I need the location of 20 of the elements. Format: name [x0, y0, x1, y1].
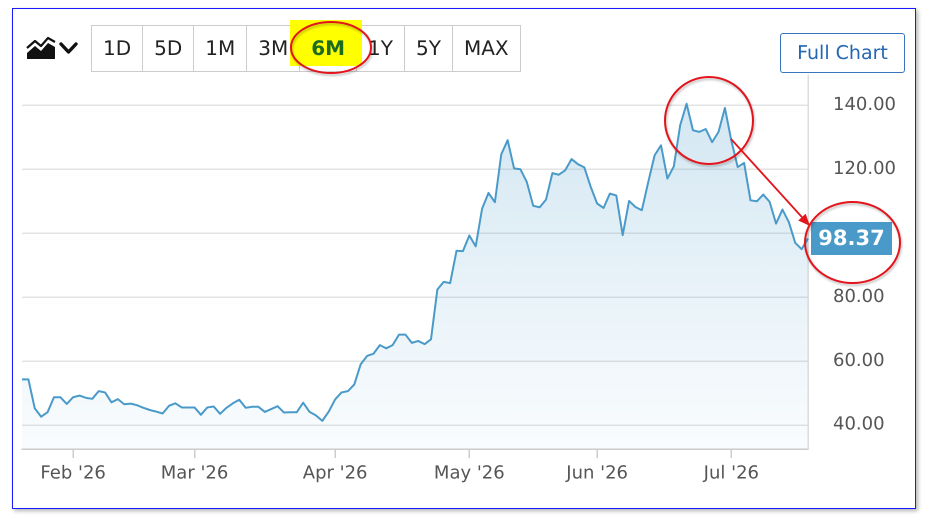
text: 5Y [416, 36, 441, 60]
y-tick-label: 140.00 [833, 94, 896, 116]
x-tick-label: May '26 [434, 462, 505, 484]
x-tick-label: Apr '26 [302, 462, 368, 484]
x-tick-label: Feb '26 [40, 462, 106, 484]
text: 6M [311, 36, 346, 60]
data-label: 98.37 [818, 226, 885, 250]
text: 3M [258, 36, 288, 60]
text: 1M [205, 36, 236, 60]
y-tick-label: 80.00 [833, 286, 885, 307]
x-tick-label: Jul '26 [702, 462, 759, 484]
y-tick-label: 40.00 [833, 414, 885, 435]
y-tick-label: 120.00 [833, 158, 896, 179]
x-tick-label: Mar '26 [160, 462, 228, 484]
text: Full Chart [780, 33, 905, 73]
x-tick-label: Jun '26 [565, 462, 628, 484]
text: 5D [154, 36, 182, 60]
y-tick-label: 60.00 [833, 350, 885, 371]
text: MAX [464, 36, 509, 60]
text: 1D [103, 36, 132, 60]
